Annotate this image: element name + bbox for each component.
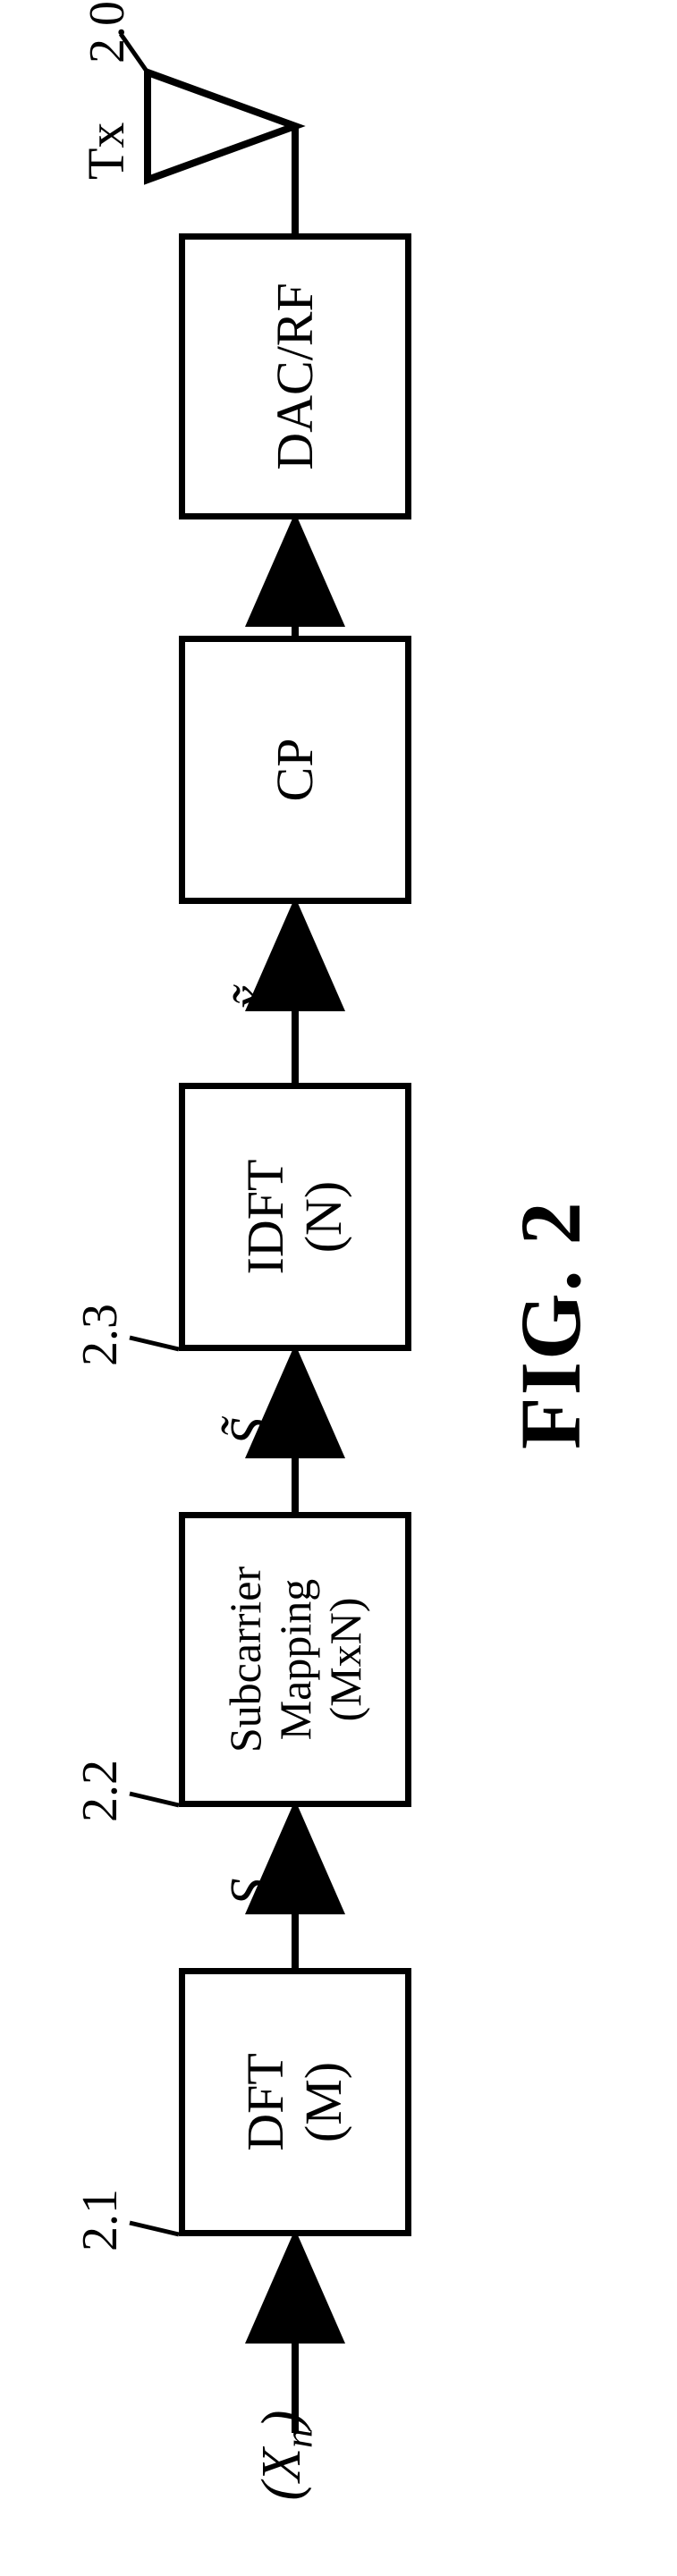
dacrf-block: DAC/RF <box>179 233 411 519</box>
antenna-icon <box>148 72 295 180</box>
cp-line1: CP <box>267 739 325 802</box>
diagram-canvas: (Xn) DFT (M) 2.1 S Subcarrier Mapping (M… <box>0 0 677 2576</box>
leader-2-2 <box>130 1794 179 1805</box>
idft-block: IDFT (N) <box>179 1083 411 1351</box>
cp-block: CP <box>179 636 411 904</box>
idft-line2: (N) <box>295 1181 353 1254</box>
signal-s-tilde: S̃ <box>219 1400 283 1463</box>
mapping-line3: (MxN) <box>320 1598 370 1722</box>
ref-2-0: 2.0 <box>79 0 136 63</box>
ref-2-3: 2.3 <box>72 1299 129 1371</box>
signal-s: S <box>219 1865 283 1919</box>
mapping-line1: Subcarrier <box>220 1567 270 1753</box>
ref-2-1: 2.1 <box>72 2184 129 2256</box>
dft-line2: (M) <box>295 2062 353 2142</box>
dacrf-line1: DAC/RF <box>267 283 325 470</box>
ref-2-2: 2.2 <box>72 1755 129 1827</box>
leader-2-3 <box>130 1338 179 1349</box>
mapping-line2: Mapping <box>270 1579 320 1741</box>
leader-2-1 <box>130 2223 179 2234</box>
mapping-block: Subcarrier Mapping (MxN) <box>179 1512 411 1807</box>
signal-x-tilde: x̃ <box>219 967 283 1029</box>
figure-caption: FIG. 2 <box>501 1200 600 1449</box>
tx-label: Tx <box>76 122 136 180</box>
input-signal-label: (Xn) <box>250 2397 321 2513</box>
dft-block: DFT (M) <box>179 1968 411 2236</box>
dft-line1: DFT <box>237 2053 295 2151</box>
idft-line1: IDFT <box>237 1160 295 1275</box>
